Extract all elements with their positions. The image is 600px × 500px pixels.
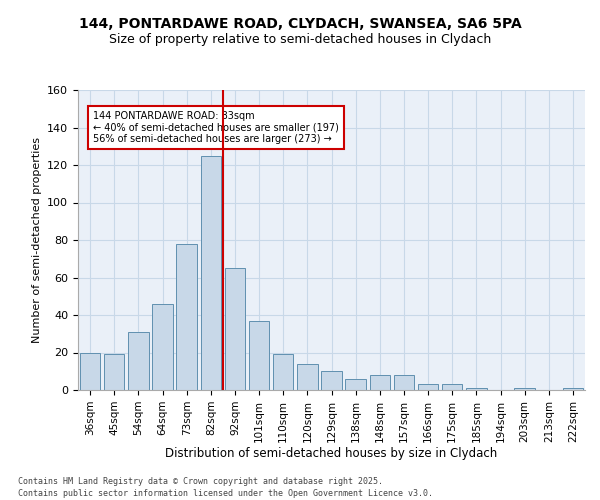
Bar <box>224 268 245 390</box>
Text: 144, PONTARDAWE ROAD, CLYDACH, SWANSEA, SA6 5PA: 144, PONTARDAWE ROAD, CLYDACH, SWANSEA, … <box>79 18 521 32</box>
Bar <box>418 384 439 390</box>
Bar <box>273 354 293 390</box>
Bar <box>297 364 317 390</box>
X-axis label: Distribution of semi-detached houses by size in Clydach: Distribution of semi-detached houses by … <box>166 448 497 460</box>
Bar <box>200 156 221 390</box>
Bar <box>442 384 463 390</box>
Bar <box>370 375 390 390</box>
Bar <box>466 388 487 390</box>
Bar <box>394 375 414 390</box>
Bar <box>128 332 149 390</box>
Y-axis label: Number of semi-detached properties: Number of semi-detached properties <box>32 137 41 343</box>
Bar <box>176 244 197 390</box>
Bar <box>249 320 269 390</box>
Bar <box>104 354 124 390</box>
Bar <box>321 371 342 390</box>
Text: 144 PONTARDAWE ROAD: 83sqm
← 40% of semi-detached houses are smaller (197)
56% o: 144 PONTARDAWE ROAD: 83sqm ← 40% of semi… <box>93 110 339 144</box>
Bar <box>346 379 366 390</box>
Bar <box>152 304 173 390</box>
Bar <box>514 388 535 390</box>
Text: Contains HM Land Registry data © Crown copyright and database right 2025.
Contai: Contains HM Land Registry data © Crown c… <box>18 476 433 498</box>
Bar <box>80 352 100 390</box>
Text: Size of property relative to semi-detached houses in Clydach: Size of property relative to semi-detach… <box>109 32 491 46</box>
Bar <box>563 388 583 390</box>
